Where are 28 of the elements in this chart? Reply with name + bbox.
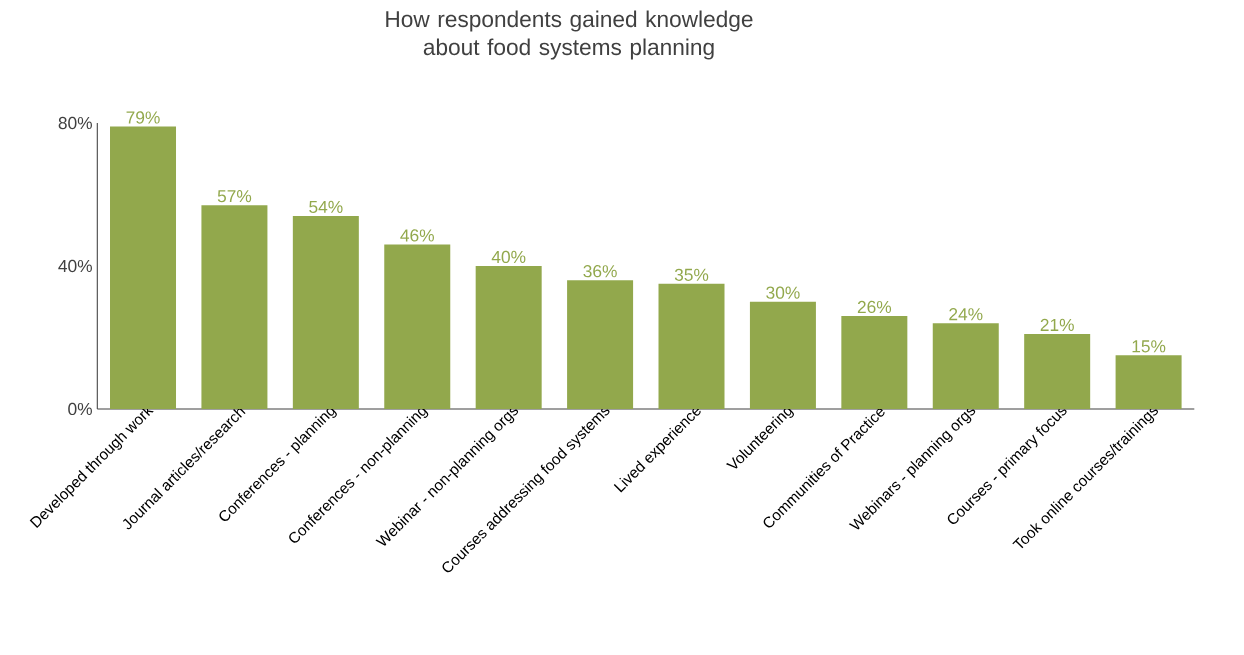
chart-title: How respondents gained knowledge about food systems planning [386, 10, 753, 60]
bar [932, 323, 999, 409]
bar [749, 301, 816, 409]
data-label: 54% [309, 200, 343, 214]
data-label: 15% [1132, 340, 1166, 353]
bar [110, 126, 177, 409]
data-label: 57% [217, 190, 252, 203]
data-label: 46% [400, 229, 434, 242]
bar [1115, 355, 1182, 409]
y-tick-label: 40% [58, 259, 92, 273]
data-label: 79% [126, 111, 160, 124]
bar [292, 215, 359, 409]
bar [567, 280, 634, 409]
bar [201, 205, 268, 409]
data-label: 21% [1040, 318, 1074, 331]
data-label: 30% [766, 286, 800, 299]
bar [1024, 333, 1091, 409]
bar [658, 283, 725, 409]
data-label: 40% [491, 250, 526, 264]
y-tick-label: 80% [58, 116, 92, 130]
bar [475, 266, 542, 409]
data-label: 24% [949, 308, 983, 321]
bar [841, 316, 908, 409]
data-label: 26% [857, 300, 892, 314]
data-label: 35% [674, 268, 709, 281]
data-label: 36% [583, 265, 617, 278]
bar [384, 244, 451, 409]
y-tick-label: 0% [68, 402, 92, 416]
